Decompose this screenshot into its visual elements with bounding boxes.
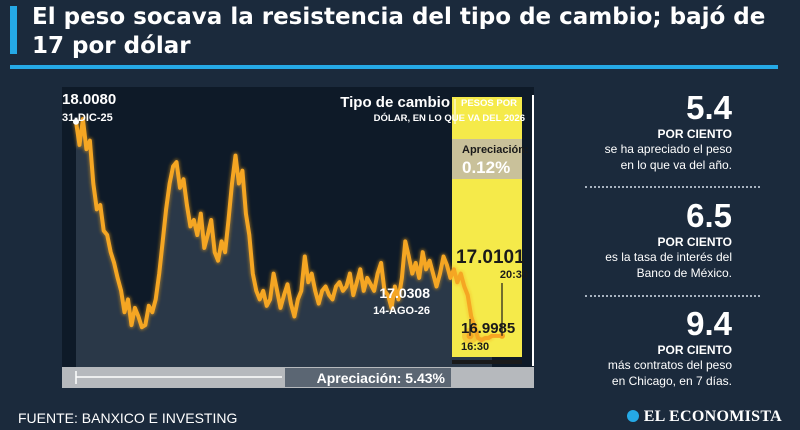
stats-divider-1	[585, 186, 760, 188]
stat-description-line: más contratos del peso	[607, 358, 732, 372]
stat-description-line: en lo que va del año.	[620, 158, 732, 172]
stat-description-line: se ha apreciado el peso	[604, 142, 732, 156]
chart-title: Tipo de cambio	[340, 94, 450, 111]
area-fill	[76, 119, 492, 368]
start-date-label: 31-DIC-25	[62, 112, 113, 124]
ytd-label-box	[285, 368, 451, 387]
start-value-label: 18.0080	[62, 91, 116, 108]
stat-description-line: es la tasa de interés del	[605, 250, 732, 264]
stat-unit: POR CIENTO	[657, 127, 732, 141]
stat-number: 5.4	[686, 89, 732, 126]
start-point	[73, 118, 79, 125]
headline: El peso socava la resistencia del tipo d…	[0, 0, 800, 68]
stat-contracts: 9.4 POR CIENTO más contratos del peso en…	[608, 307, 732, 389]
daily-appreciation-value: 0.12%	[462, 158, 510, 177]
ytd-appreciation-label: Apreciación: 5.43%	[317, 370, 446, 386]
intraday-open-time: 16:30	[461, 341, 489, 353]
brand-logo: EL ECONOMISTA	[626, 408, 782, 426]
end-value-label: 17.0308	[379, 285, 430, 301]
series-line	[74, 117, 494, 343]
stat-number: 6.5	[686, 197, 732, 234]
stat-appreciation: 5.4 POR CIENTO se ha apreciado el peso e…	[605, 91, 732, 173]
intraday-latest-time: 20:30	[500, 269, 528, 281]
intraday-latest-value: 17.0101	[456, 247, 525, 268]
header-divider	[10, 65, 778, 69]
intraday-open-value: 16.9985	[461, 320, 515, 337]
brand-dot-icon	[626, 410, 639, 422]
brand-name: EL ECONOMISTA	[643, 408, 782, 425]
today-panel	[452, 97, 522, 357]
chart-subtitle-line: DÓLAR, EN LO QUE VA DEL 2026	[374, 112, 525, 124]
headline-accent-bar	[10, 6, 17, 54]
stat-interest-rate: 6.5 POR CIENTO es la tasa de interés del…	[605, 199, 732, 281]
stat-unit: POR CIENTO	[657, 343, 732, 357]
headline-title: El peso socava la resistencia del tipo d…	[32, 4, 766, 59]
chart-subtitle-line: PESOS POR	[461, 98, 517, 109]
stat-description-line: Banco de México.	[636, 266, 732, 280]
daily-appreciation-box	[452, 139, 522, 179]
stat-unit: POR CIENTO	[657, 235, 732, 249]
stat-number: 9.4	[686, 305, 732, 342]
end-date-label: 14-AGO-26	[373, 305, 430, 317]
source-note: FUENTE: BANXICO E INVESTING	[18, 410, 238, 426]
daily-appreciation-label: Apreciación:	[462, 144, 529, 156]
panel-base-bar	[452, 360, 522, 364]
stat-description-line: en Chicago, en 7 días.	[611, 374, 732, 388]
stats-divider-2	[585, 295, 760, 297]
